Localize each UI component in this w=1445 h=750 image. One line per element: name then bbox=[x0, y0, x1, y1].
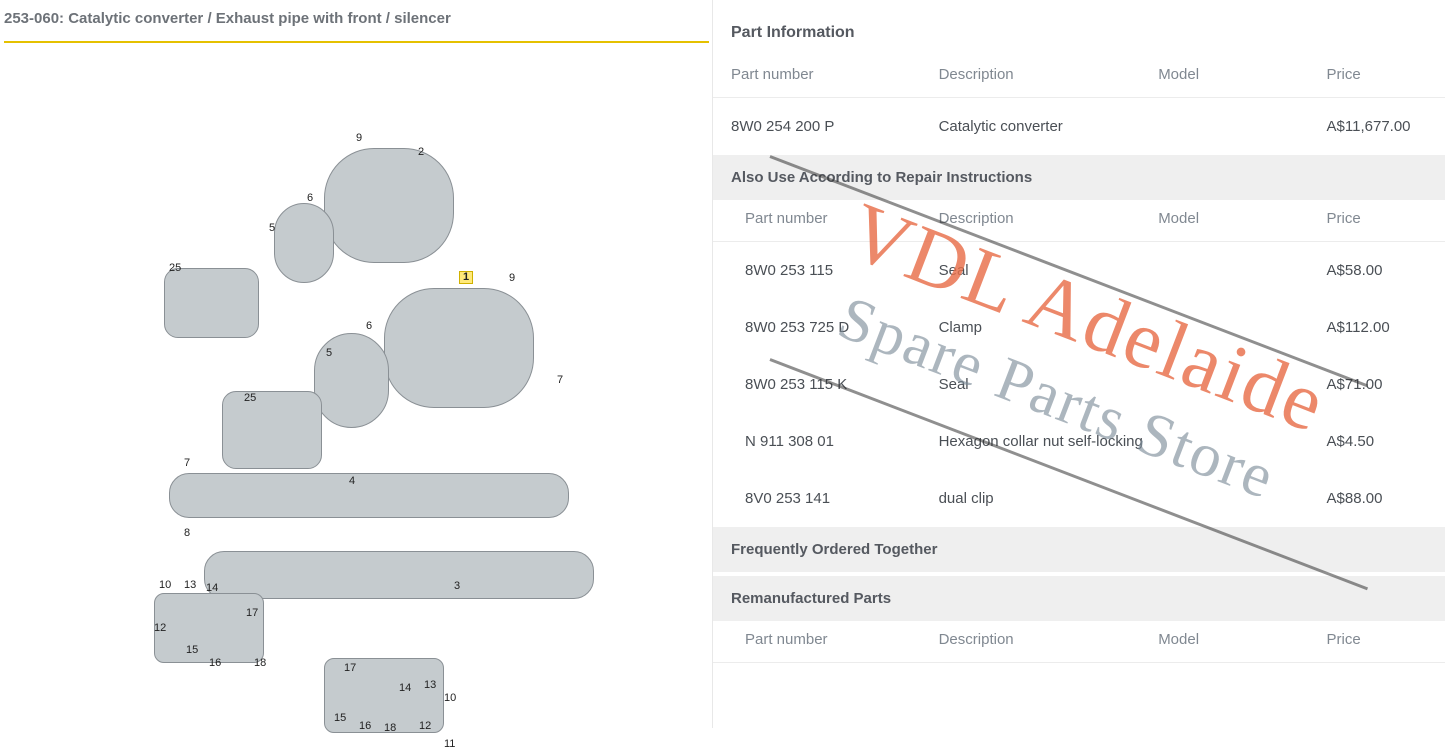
col-part-number: Part number bbox=[713, 200, 933, 242]
diagram-callout: 9 bbox=[356, 133, 362, 144]
diagram-callout: 25 bbox=[244, 393, 256, 404]
info-panel: Part Information Part number Description… bbox=[712, 0, 1445, 728]
table-row[interactable]: 8W0 253 115Seal A$58.00 bbox=[713, 242, 1445, 300]
diagram-callout: 2 bbox=[418, 147, 424, 158]
table-row[interactable]: 8V0 253 141dual clip A$88.00 bbox=[713, 470, 1445, 527]
diagram-title: 253-060: Catalytic converter / Exhaust p… bbox=[4, 8, 709, 43]
diagram-callout: 14 bbox=[206, 583, 218, 594]
diagram-callout: 10 bbox=[444, 693, 456, 704]
cell-part-number: 8W0 253 725 D bbox=[713, 299, 933, 356]
col-model: Model bbox=[1152, 200, 1320, 242]
diagram-callout: 15 bbox=[334, 713, 346, 724]
also-use-table: Part number Description Model Price 8W0 … bbox=[713, 200, 1445, 527]
cell-description: Clamp bbox=[933, 299, 1153, 356]
cell-price: A$112.00 bbox=[1321, 299, 1445, 356]
diagram-callout: 6 bbox=[307, 193, 313, 204]
col-part-number: Part number bbox=[713, 621, 933, 663]
table-row[interactable]: N 911 308 01Hexagon collar nut self-lock… bbox=[713, 413, 1445, 470]
table-header-row: Part number Description Model Price bbox=[713, 56, 1445, 98]
cell-price: A$71.00 bbox=[1321, 356, 1445, 413]
diagram-callout: 14 bbox=[399, 683, 411, 694]
diagram-part-shape bbox=[204, 551, 594, 599]
diagram-part-shape bbox=[154, 593, 264, 663]
cell-model bbox=[1152, 242, 1320, 300]
diagram-callout: 8 bbox=[184, 528, 190, 539]
part-information-table: Part number Description Model Price 8W0 … bbox=[713, 56, 1445, 155]
diagram-callout: 5 bbox=[326, 348, 332, 359]
cell-part-number: 8W0 253 115 bbox=[713, 242, 933, 300]
table-header-row: Part number Description Model Price bbox=[713, 621, 1445, 663]
cell-price: A$11,677.00 bbox=[1321, 98, 1445, 156]
cell-description: Hexagon collar nut self-locking bbox=[933, 413, 1153, 470]
diagram-callout: 13 bbox=[424, 680, 436, 691]
diagram-callout: 5 bbox=[269, 223, 275, 234]
table-row[interactable]: 8W0 253 725 DClamp A$112.00 bbox=[713, 299, 1445, 356]
diagram-part-shape bbox=[384, 288, 534, 408]
diagram-callout: 18 bbox=[254, 658, 266, 669]
frequently-ordered-heading: Frequently Ordered Together bbox=[713, 527, 1445, 572]
diagram-callout: 12 bbox=[419, 721, 431, 732]
cell-description: dual clip bbox=[933, 470, 1153, 527]
col-model: Model bbox=[1152, 621, 1320, 663]
diagram-callout: 16 bbox=[209, 658, 221, 669]
cell-model bbox=[1152, 98, 1320, 156]
diagram-callout: 17 bbox=[344, 663, 356, 674]
exploded-diagram[interactable]: 9 2 6 5 25 1 9 6 5 25 7 7 4 8 3 10 13 14 17 12 15 16 18 17 14 13 1… bbox=[4, 53, 704, 713]
cell-price: A$4.50 bbox=[1321, 413, 1445, 470]
diagram-callout-highlighted[interactable]: 1 bbox=[459, 271, 473, 284]
diagram-callout: 18 bbox=[384, 723, 396, 734]
col-model: Model bbox=[1152, 56, 1320, 98]
diagram-part-shape bbox=[324, 148, 454, 263]
cell-description: Catalytic converter bbox=[933, 98, 1153, 156]
diagram-panel: 253-060: Catalytic converter / Exhaust p… bbox=[0, 0, 712, 728]
cell-description: Seal bbox=[933, 242, 1153, 300]
cell-model bbox=[1152, 356, 1320, 413]
col-description: Description bbox=[933, 621, 1153, 663]
cell-part-number: 8V0 253 141 bbox=[713, 470, 933, 527]
cell-model bbox=[1152, 470, 1320, 527]
diagram-callout: 10 bbox=[159, 580, 171, 591]
cell-model bbox=[1152, 299, 1320, 356]
cell-price: A$58.00 bbox=[1321, 242, 1445, 300]
also-use-heading: Also Use According to Repair Instruction… bbox=[713, 155, 1445, 200]
col-price: Price bbox=[1321, 621, 1445, 663]
col-description: Description bbox=[933, 200, 1153, 242]
diagram-callout: 7 bbox=[184, 458, 190, 469]
diagram-callout: 13 bbox=[184, 580, 196, 591]
diagram-part-shape bbox=[164, 268, 259, 338]
table-row[interactable]: 8W0 253 115 KSeal A$71.00 bbox=[713, 356, 1445, 413]
col-price: Price bbox=[1321, 56, 1445, 98]
remanufactured-heading: Remanufactured Parts bbox=[713, 576, 1445, 621]
diagram-callout: 15 bbox=[186, 645, 198, 656]
diagram-part-shape bbox=[169, 473, 569, 518]
table-header-row: Part number Description Model Price bbox=[713, 200, 1445, 242]
part-information-heading: Part Information bbox=[713, 18, 1445, 56]
cell-price: A$88.00 bbox=[1321, 470, 1445, 527]
diagram-callout: 3 bbox=[454, 581, 460, 592]
cell-part-number: 8W0 253 115 K bbox=[713, 356, 933, 413]
diagram-callout: 9 bbox=[509, 273, 515, 284]
col-price: Price bbox=[1321, 200, 1445, 242]
table-row[interactable]: 8W0 254 200 PCatalytic converter A$11,677… bbox=[713, 98, 1445, 156]
diagram-part-shape bbox=[222, 391, 322, 469]
diagram-callout: 12 bbox=[154, 623, 166, 634]
diagram-part-shape bbox=[274, 203, 334, 283]
diagram-callout: 6 bbox=[366, 321, 372, 332]
cell-description: Seal bbox=[933, 356, 1153, 413]
diagram-callout: 16 bbox=[359, 721, 371, 732]
cell-part-number: 8W0 254 200 P bbox=[713, 98, 933, 156]
diagram-callout: 25 bbox=[169, 263, 181, 274]
col-part-number: Part number bbox=[713, 56, 933, 98]
diagram-callout: 17 bbox=[246, 608, 258, 619]
diagram-callout: 11 bbox=[444, 739, 455, 750]
remanufactured-table: Part number Description Model Price bbox=[713, 621, 1445, 663]
cell-model bbox=[1152, 413, 1320, 470]
col-description: Description bbox=[933, 56, 1153, 98]
diagram-callout: 7 bbox=[557, 375, 563, 386]
diagram-callout: 4 bbox=[349, 476, 355, 487]
cell-part-number: N 911 308 01 bbox=[713, 413, 933, 470]
